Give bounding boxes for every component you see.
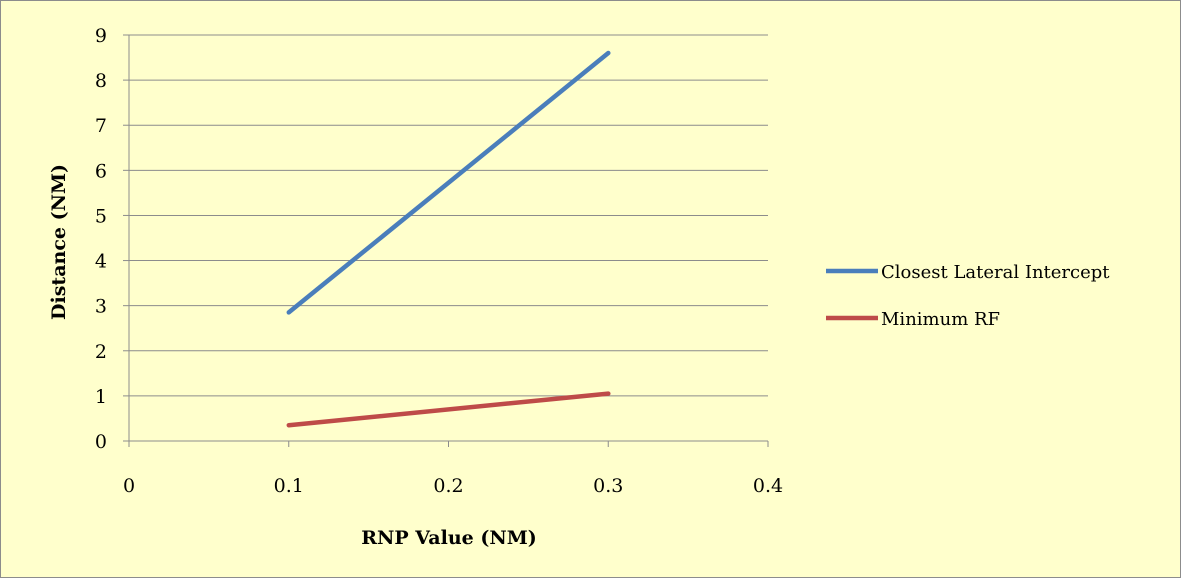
y-tick-label: 4 xyxy=(95,251,107,273)
y-tick-label: 1 xyxy=(95,386,107,408)
series-line-closest-lateral-intercept xyxy=(289,53,609,312)
y-tick-label: 8 xyxy=(95,70,107,92)
y-tick-label: 7 xyxy=(95,115,107,137)
axes xyxy=(123,35,768,447)
x-tick-label: 0.1 xyxy=(274,475,304,497)
legend: Closest Lateral Intercept Minimum RF xyxy=(826,262,1110,330)
x-tick-label: 0.3 xyxy=(593,475,623,497)
x-tick-label: 0 xyxy=(123,475,135,497)
y-tick-label: 9 xyxy=(95,25,107,47)
x-tick-label: 0.4 xyxy=(753,475,783,497)
y-tick-label: 2 xyxy=(95,341,107,363)
y-tick-label: 5 xyxy=(95,205,107,227)
series-lines xyxy=(289,53,609,425)
gridlines xyxy=(129,35,768,396)
x-axis-title: RNP Value (NM) xyxy=(361,527,536,549)
x-tick-label: 0.2 xyxy=(433,475,463,497)
series-line-minimum-rf xyxy=(289,394,609,426)
y-tick-label: 6 xyxy=(95,160,107,182)
y-tick-labels: 0 1 2 3 4 5 6 7 8 9 xyxy=(95,25,107,453)
x-tick-labels: 0 0.1 0.2 0.3 0.4 xyxy=(123,475,783,497)
y-tick-label: 0 xyxy=(95,431,107,453)
y-axis-title: Distance (NM) xyxy=(48,164,70,320)
y-tick-label: 3 xyxy=(95,296,107,318)
legend-label-closest-lateral-intercept: Closest Lateral Intercept xyxy=(881,262,1110,283)
legend-label-minimum-rf: Minimum RF xyxy=(881,309,1000,330)
